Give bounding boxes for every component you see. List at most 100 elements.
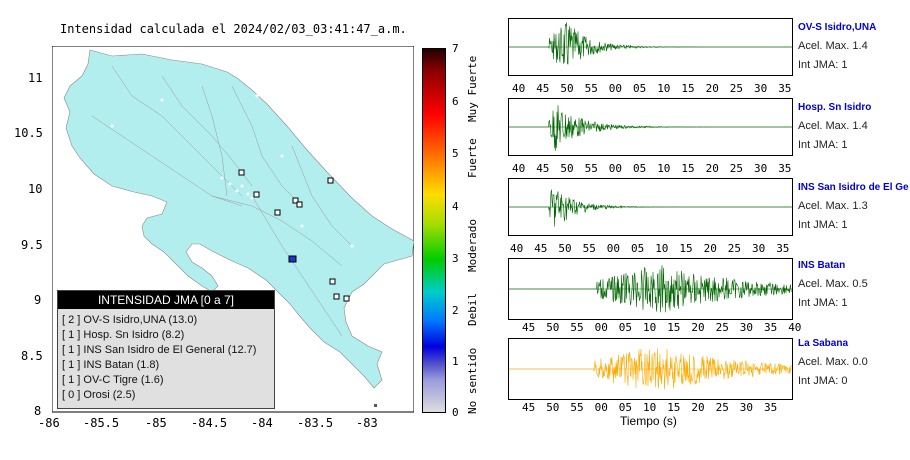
trace-station-name: INS San Isidro de El Ge: [798, 182, 909, 193]
station-marker: [343, 295, 350, 302]
colorbar-tick: 0: [452, 406, 459, 419]
time-tick: 35: [776, 242, 790, 255]
time-tick: 55: [570, 321, 584, 334]
trace-jma: Int JMA: 1: [798, 219, 848, 231]
station-marker: [238, 169, 245, 176]
time-tick: 20: [703, 242, 717, 255]
time-tick: 40: [512, 162, 526, 175]
time-tick: 30: [739, 321, 754, 334]
time-tick: 00: [608, 82, 623, 95]
colorbar-tick: 2: [452, 304, 459, 317]
time-tick: 40: [510, 242, 524, 255]
time-tick: 30: [739, 401, 754, 414]
trace-panel[interactable]: [508, 258, 793, 320]
station-marker: [253, 191, 260, 198]
time-tick: 20: [705, 162, 719, 175]
time-tick: 05: [631, 242, 645, 255]
station-marker: [296, 201, 303, 208]
legend-item: [ 0 ] Orosi (2.5): [62, 389, 136, 401]
time-tick: 00: [608, 162, 623, 175]
trace-jma: Int JMA: 1: [798, 139, 848, 151]
time-tick: 10: [643, 401, 657, 414]
time-tick: 00: [594, 321, 608, 334]
time-tick: 30: [754, 162, 768, 175]
time-tick: 20: [691, 321, 705, 334]
x-axis-label: Tiempo (s): [620, 414, 677, 428]
waveform: [509, 22, 792, 65]
trace-station-name: Hosp. Sn Isidro: [798, 102, 872, 113]
time-tick: 55: [582, 242, 596, 255]
time-tick: 00: [594, 401, 608, 414]
legend-item: [ 2 ] OV-S Isidro,UNA (13.0): [62, 314, 198, 326]
time-tick: 15: [667, 321, 681, 334]
x-tick: -84.5: [191, 416, 228, 430]
time-tick: 45: [522, 401, 536, 414]
y-tick: 9.5: [21, 238, 43, 252]
colorbar-tick: 3: [452, 252, 459, 265]
trace-accel: Acel. Max. 1.3: [798, 200, 868, 212]
y-tick: 8: [34, 404, 42, 418]
trace-station-name: OV-S Isidro,UNA: [798, 22, 877, 33]
time-tick: 05: [633, 162, 647, 175]
time-tick: 35: [764, 401, 778, 414]
trace-info: Hosp. Sn Isidro Acel. Max. 1.4 Int JMA: …: [798, 102, 871, 151]
time-tick: 50: [560, 82, 574, 95]
trace-panel[interactable]: [508, 178, 793, 236]
time-tick: 50: [546, 401, 560, 414]
trace-panel[interactable]: [508, 98, 793, 156]
colorbar-tick: 1: [452, 355, 459, 368]
map-title: Intensidad calculada el 2024/02/03_03:41…: [60, 22, 407, 36]
time-tick: 05: [618, 321, 633, 334]
time-tick: 45: [536, 162, 550, 175]
colorbar-category: Moderado: [466, 219, 479, 272]
colorbar-tick: 7: [452, 42, 459, 55]
seismogram: [509, 348, 792, 390]
y-tick: 9: [34, 293, 42, 307]
station-marker: [333, 293, 340, 300]
seismogram: [509, 265, 792, 313]
time-tick: 25: [729, 82, 744, 95]
seismogram: [509, 105, 792, 151]
y-tick: 11: [28, 71, 43, 85]
trace-panel[interactable]: [508, 338, 793, 400]
trace-accel: Acel. Max. 1.4: [798, 120, 868, 132]
legend-item: [ 1 ] INS San Isidro de El General (12.7…: [62, 344, 257, 356]
time-tick: 55: [584, 162, 598, 175]
time-tick: 50: [560, 162, 574, 175]
legend-item: [ 1 ] OV-C Tigre (1.6): [62, 374, 164, 386]
station-marker: [327, 177, 334, 184]
time-tick: 50: [546, 321, 560, 334]
colorbar-category: Muy Fuerte: [466, 55, 479, 122]
time-tick: 45: [522, 321, 536, 334]
time-tick: 20: [691, 401, 705, 414]
colorbar-category: Debil: [466, 292, 479, 326]
time-tick: 20: [705, 82, 719, 95]
trace-station-name: INS Batan: [798, 260, 846, 271]
trace-accel: Acel. Max. 0.0: [798, 356, 868, 368]
trace-jma: Int JMA: 1: [798, 297, 848, 309]
trace-jma: Int JMA: 0: [798, 375, 848, 387]
time-tick: 30: [752, 242, 766, 255]
land-polygon: [63, 49, 414, 389]
station-marker: [329, 278, 336, 285]
station-legend: INTENSIDAD JMA [0 a 7] [ 2 ] OV-S Isidro…: [57, 290, 275, 409]
intensity-colorbar: [422, 48, 446, 413]
time-tick: 15: [681, 82, 695, 95]
time-tick: 10: [655, 242, 669, 255]
time-tick: 25: [715, 401, 729, 414]
waveform: [509, 105, 792, 151]
colorbar-category: Fuerte: [466, 138, 479, 178]
trace-accel: Acel. Max. 1.4: [798, 40, 868, 52]
time-tick: 55: [570, 401, 584, 414]
y-tick: 10.5: [14, 126, 43, 140]
time-tick: 05: [618, 401, 633, 414]
time-tick: 55: [584, 82, 598, 95]
x-tick: -86: [38, 416, 60, 430]
colorbar-tick: 6: [452, 95, 459, 108]
time-tick: 10: [657, 162, 671, 175]
trace-panel[interactable]: [508, 18, 793, 76]
trace-jma: Int JMA: 1: [798, 59, 848, 71]
time-tick: 35: [778, 82, 792, 95]
waveform: [509, 348, 792, 390]
seismogram: [509, 189, 792, 227]
